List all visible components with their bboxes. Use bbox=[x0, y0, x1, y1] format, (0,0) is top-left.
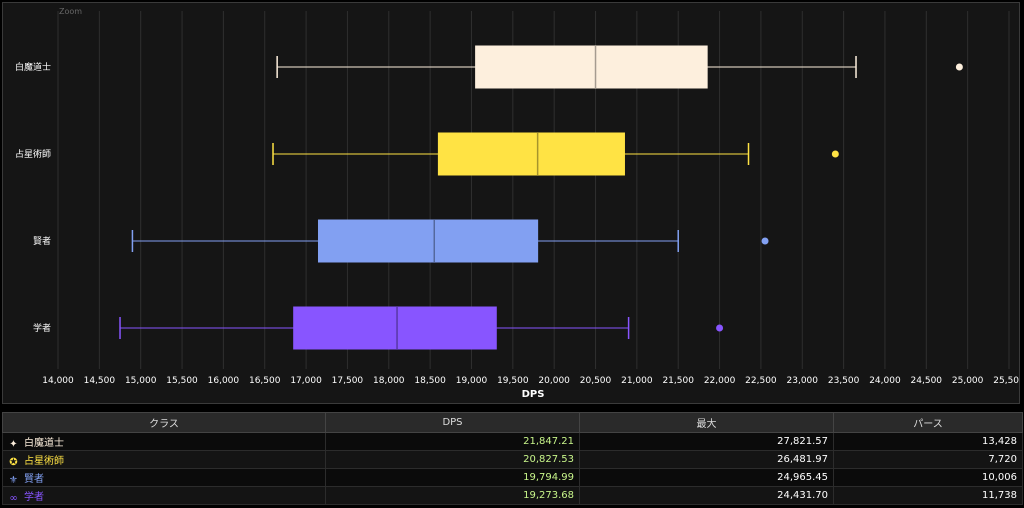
x-tick-label: 24,500 bbox=[911, 376, 943, 386]
x-tick-label: 23,500 bbox=[828, 376, 860, 386]
zoom-label[interactable]: Zoom bbox=[59, 7, 83, 16]
col-header-class[interactable]: クラス bbox=[2, 412, 326, 433]
class-name: 占星術師 bbox=[24, 455, 64, 467]
x-axis-label: DPS bbox=[522, 389, 545, 400]
y-tick-label: 占星術師 bbox=[15, 148, 51, 160]
class-cell: ∞ 学者 bbox=[2, 486, 326, 505]
max-cell: 26,481.97 bbox=[579, 450, 834, 469]
x-tick-label: 16,000 bbox=[208, 376, 240, 386]
x-tick-label: 16,500 bbox=[249, 376, 281, 386]
x-tick-label: 14,000 bbox=[42, 376, 74, 386]
x-tick-label: 17,000 bbox=[290, 376, 322, 386]
x-tick-label: 21,500 bbox=[662, 376, 694, 386]
table-row[interactable]: ⚜ 賢者 19,794.99 24,965.45 10,006 bbox=[2, 468, 1023, 487]
box-plot-0 bbox=[276, 45, 963, 89]
box-plot-2 bbox=[131, 219, 769, 263]
x-tick-label: 20,500 bbox=[580, 376, 612, 386]
outlier-point bbox=[761, 237, 769, 245]
iqr-box bbox=[317, 219, 539, 263]
outlier-point bbox=[831, 150, 839, 158]
x-tick-label: 17,500 bbox=[332, 376, 364, 386]
x-tick-label: 15,000 bbox=[125, 376, 157, 386]
x-tick-label: 23,000 bbox=[787, 376, 819, 386]
col-header-max[interactable]: 最大 bbox=[579, 412, 834, 433]
chart-panel: Zoom 白魔道士占星術師賢者学者 14,000 14,500 15,000 15,5… bbox=[2, 2, 1020, 404]
x-tick-label: 22,500 bbox=[745, 376, 777, 386]
x-tick-label: 19,000 bbox=[456, 376, 488, 386]
y-tick-label: 賢者 bbox=[33, 236, 51, 247]
class-cell: ✦ 白魔道士 bbox=[2, 432, 326, 451]
parse-cell: 7,720 bbox=[833, 450, 1023, 469]
iqr-box bbox=[437, 132, 625, 176]
dps-cell: 19,794.99 bbox=[325, 468, 580, 487]
outlier-point bbox=[716, 324, 724, 332]
white-mage-icon: ✦ bbox=[9, 438, 18, 450]
y-tick-label: 学者 bbox=[33, 322, 51, 334]
table-row[interactable]: ∞ 学者 19,273.68 24,431.70 11,738 bbox=[2, 486, 1023, 505]
x-tick-label: 18,000 bbox=[373, 376, 405, 386]
x-tick-label: 25,500 bbox=[993, 376, 1019, 386]
class-name: 白魔道士 bbox=[24, 437, 64, 449]
parse-cell: 11,738 bbox=[833, 486, 1023, 505]
stats-table-container: クラス DPS 最大 パース ✦ 白魔道士 21,847.21 27,821.57 13… bbox=[2, 412, 1023, 508]
outlier-point bbox=[955, 63, 963, 71]
table-header-row: クラス DPS 最大 パース bbox=[2, 412, 1023, 433]
x-tick-label: 20,000 bbox=[538, 376, 570, 386]
sage-icon: ⚜ bbox=[9, 474, 18, 486]
iqr-box bbox=[293, 306, 497, 350]
parse-cell: 13,428 bbox=[833, 432, 1023, 451]
iqr-box bbox=[475, 45, 708, 89]
x-tick-label: 15,500 bbox=[166, 376, 198, 386]
scholar-icon: ∞ bbox=[9, 492, 18, 504]
class-cell: ✪ 占星術師 bbox=[2, 450, 326, 469]
x-tick-label: 24,000 bbox=[869, 376, 901, 386]
box-series bbox=[119, 45, 963, 350]
x-tick-label: 21,000 bbox=[621, 376, 653, 386]
astrologian-icon: ✪ bbox=[9, 456, 18, 468]
dps-cell: 19,273.68 bbox=[325, 486, 580, 505]
y-tick-label: 白魔道士 bbox=[15, 61, 51, 73]
dps-cell: 21,847.21 bbox=[325, 432, 580, 451]
dps-cell: 20,827.53 bbox=[325, 450, 580, 469]
x-tick-label: 22,000 bbox=[704, 376, 736, 386]
box-plot-1 bbox=[272, 132, 839, 176]
x-tick-label: 25,000 bbox=[952, 376, 984, 386]
max-cell: 27,821.57 bbox=[579, 432, 834, 451]
parse-cell: 10,006 bbox=[833, 468, 1023, 487]
table-row[interactable]: ✦ 白魔道士 21,847.21 27,821.57 13,428 bbox=[2, 432, 1023, 451]
table-body: ✦ 白魔道士 21,847.21 27,821.57 13,428 ✪ 占星術師 20,827… bbox=[2, 432, 1023, 505]
class-name: 学者 bbox=[24, 491, 44, 503]
class-name: 賢者 bbox=[24, 473, 44, 485]
max-cell: 24,965.45 bbox=[579, 468, 834, 487]
max-cell: 24,431.70 bbox=[579, 486, 834, 505]
col-header-parse[interactable]: パース bbox=[833, 412, 1023, 433]
x-axis-tick-labels: 14,000 14,500 15,000 15,500 16,000 16,500 17,0… bbox=[42, 376, 1019, 386]
x-tick-label: 14,500 bbox=[84, 376, 116, 386]
box-plot-3 bbox=[119, 306, 724, 350]
x-tick-label: 19,500 bbox=[497, 376, 529, 386]
class-cell: ⚜ 賢者 bbox=[2, 468, 326, 487]
x-tick-label: 18,500 bbox=[414, 376, 446, 386]
col-header-dps[interactable]: DPS bbox=[325, 412, 580, 433]
table-row[interactable]: ✪ 占星術師 20,827.53 26,481.97 7,720 bbox=[2, 450, 1023, 469]
stats-table: クラス DPS 最大 パース ✦ 白魔道士 21,847.21 27,821.57 13… bbox=[2, 412, 1023, 505]
